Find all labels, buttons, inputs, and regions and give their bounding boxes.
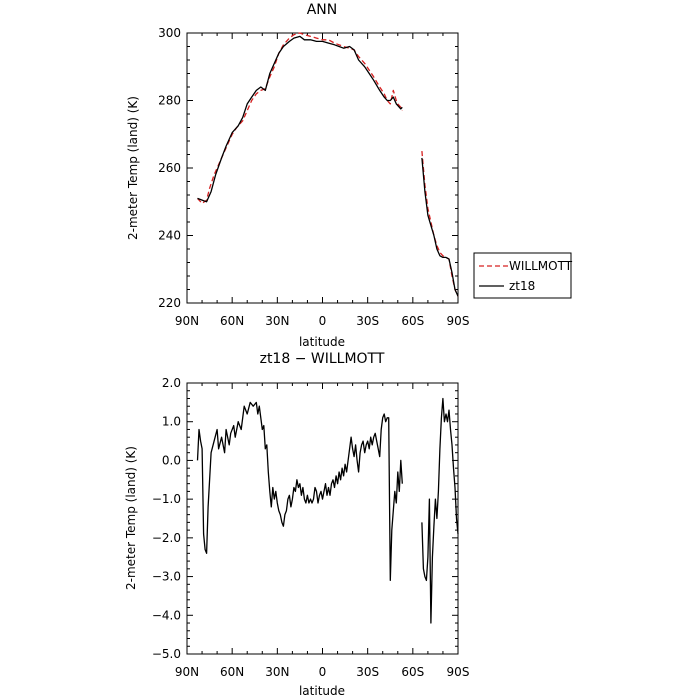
bottom-xtick-label: 60S: [401, 665, 424, 679]
top-xtick-label: 30N: [265, 314, 289, 328]
top-xlabel: latitude: [299, 335, 345, 349]
legend-box: [473, 252, 572, 299]
top-ytick-label: 240: [158, 229, 181, 243]
bottom-title: zt18 − WILLMOTT: [260, 351, 385, 367]
bottom-ticks: 90N 60N 30N 0 30S 60S 90S 2.0 1.0 0.0 −1.0 −2.0 −3.0…: [152, 376, 470, 679]
top-xtick-label: 60S: [401, 314, 424, 328]
top-ytick-label: 260: [158, 161, 181, 175]
legend-label-zt18: zt18: [509, 279, 535, 293]
bottom-ytick-label: −5.0: [152, 647, 181, 661]
bottom-panel: zt18 − WILLMOTT 90N 60N 30N 0 30S 60S 90S 2.0 1.…: [124, 351, 469, 698]
top-xtick-label: 0: [319, 314, 327, 328]
bottom-xtick-label: 90S: [447, 665, 470, 679]
top-xtick-label: 30S: [356, 314, 379, 328]
top-panel: ANN 90N 60N 30N 0 30S 60S 90S 220 240 260 280 300 l…: [126, 2, 573, 349]
top-ytick-label: 300: [158, 26, 181, 40]
top-lines: [197, 32, 459, 297]
bottom-xtick-label: 90N: [175, 665, 199, 679]
bottom-xtick-label: 30N: [265, 665, 289, 679]
bottom-plot-frame: [186, 382, 459, 655]
bottom-ytick-label: −2.0: [152, 531, 181, 545]
top-ytick-label: 280: [158, 94, 181, 108]
bottom-ytick-label: 1.0: [162, 415, 181, 429]
bottom-series-line-diff: [196, 401, 403, 582]
bottom-xtick-label: 0: [319, 665, 327, 679]
top-series-line-zt18: [421, 157, 459, 297]
bottom-ytick-label: −3.0: [152, 570, 181, 584]
bottom-ytick-label: −4.0: [152, 608, 181, 622]
bottom-lines: [196, 397, 459, 624]
top-series-line-zt18: [197, 35, 403, 203]
top-xtick-label: 60N: [220, 314, 244, 328]
top-series-line-willmott: [197, 32, 403, 205]
legend-label-willmott: WILLMOTT: [509, 259, 573, 273]
legend: WILLMOTT zt18: [473, 252, 573, 299]
bottom-ytick-label: −1.0: [152, 492, 181, 506]
bottom-xtick-label: 60N: [220, 665, 244, 679]
bottom-series-line-diff: [421, 397, 459, 624]
bottom-ytick-label: 0.0: [162, 453, 181, 467]
bottom-xlabel: latitude: [299, 684, 345, 698]
bottom-xtick-label: 30S: [356, 665, 379, 679]
top-plot-frame: [186, 32, 459, 304]
bottom-ytick-label: 2.0: [162, 376, 181, 390]
top-xtick-label: 90N: [175, 314, 199, 328]
top-title: ANN: [307, 2, 338, 18]
top-ylabel: 2-meter Temp (land) (K): [126, 96, 140, 240]
top-xtick-label: 90S: [447, 314, 470, 328]
bottom-ylabel: 2-meter Temp (land) (K): [124, 446, 138, 590]
top-ytick-label: 220: [158, 296, 181, 310]
top-ticks: 90N 60N 30N 0 30S 60S 90S 220 240 260 280 300: [158, 26, 469, 328]
